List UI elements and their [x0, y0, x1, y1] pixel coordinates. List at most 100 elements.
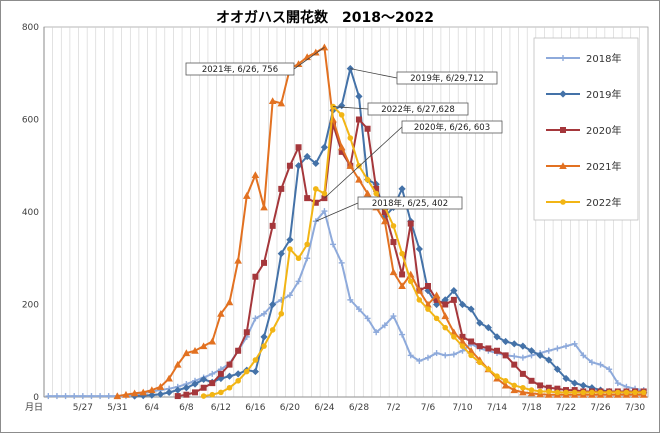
data-point-2020: [494, 347, 500, 354]
data-point-2021: [139, 388, 148, 396]
x-tick-label: 7/30: [625, 403, 645, 413]
annotation-box: [401, 120, 503, 134]
data-point-2021: [441, 312, 450, 320]
data-point-2022: [511, 382, 518, 389]
data-point-2021: [122, 390, 130, 398]
data-point-2020: [269, 222, 276, 229]
data-point-2022: [243, 368, 250, 375]
annotation-text: 2018年, 6/25, 402: [372, 198, 448, 209]
data-point-2022: [416, 297, 423, 303]
x-tick-label: 6/4: [145, 403, 160, 413]
annotation-text: 2021年, 6/26, 756: [202, 64, 278, 75]
data-point-2021: [294, 60, 303, 67]
data-point-2022: [485, 366, 492, 373]
data-point-2022: [321, 190, 328, 197]
legend-swatch-marker: [559, 162, 567, 169]
data-point-2020: [355, 116, 362, 123]
data-point-2020: [364, 125, 371, 132]
data-point-2020: [200, 384, 207, 391]
data-point-2020: [295, 144, 302, 151]
data-point-2019: [398, 185, 406, 193]
data-point-2021: [251, 171, 260, 178]
data-point-2018: [364, 315, 371, 322]
data-point-2019: [493, 333, 501, 341]
data-point-2022: [537, 388, 543, 395]
data-point-2020: [338, 148, 345, 155]
data-point-2020: [554, 385, 561, 392]
data-point-2020: [243, 329, 250, 336]
x-tick-label: 7/6: [421, 403, 436, 413]
data-point-2018: [433, 350, 440, 357]
data-point-2019: [502, 337, 510, 346]
data-point-2021: [165, 374, 173, 382]
data-point-2021: [225, 298, 234, 306]
data-point-2019: [260, 333, 268, 341]
data-point-2022: [226, 384, 233, 391]
data-point-2018: [580, 352, 587, 359]
series-layer: [45, 43, 648, 400]
y-tick-label: 800: [22, 23, 39, 33]
data-point-2020: [485, 345, 492, 352]
data-point-2019: [519, 342, 527, 350]
data-point-2018: [545, 347, 552, 354]
data-point-2021: [337, 143, 346, 151]
annotation-box: [185, 62, 295, 76]
data-point-2018: [511, 353, 518, 360]
data-point-2021: [130, 389, 139, 397]
data-point-2018: [355, 306, 362, 313]
data-point-2022: [468, 352, 474, 359]
data-point-2021: [191, 346, 199, 354]
data-point-2020: [304, 195, 311, 202]
data-point-2018: [252, 315, 259, 322]
data-point-2018: [588, 359, 595, 366]
data-point-2019: [484, 324, 492, 332]
data-point-2019: [303, 152, 311, 161]
annotation-leader: [315, 202, 359, 222]
data-point-2019: [545, 356, 553, 364]
data-point-2022: [476, 359, 483, 366]
x-tick-label: 6/16: [245, 403, 265, 413]
legend-swatch-marker: [560, 199, 566, 205]
data-point-2021: [217, 309, 225, 317]
series-2022: [200, 103, 647, 399]
x-tick-label: 7/22: [556, 403, 576, 413]
legend-label: 2020年: [586, 124, 621, 137]
x-tick-label: 7/14: [487, 403, 507, 413]
data-point-2021: [527, 389, 536, 397]
data-point-2019: [476, 319, 484, 327]
x-tick-label: 6/12: [211, 403, 231, 413]
data-point-2021: [242, 192, 251, 199]
data-point-2019: [571, 379, 579, 387]
data-point-2018: [62, 393, 69, 400]
data-point-2019: [450, 287, 458, 295]
data-point-2019: [294, 162, 303, 170]
data-point-2022: [571, 389, 578, 396]
data-point-2020: [476, 343, 483, 350]
data-point-2022: [563, 389, 569, 396]
data-point-2022: [459, 343, 466, 349]
data-point-2020: [261, 259, 268, 266]
data-point-2020: [217, 370, 224, 377]
data-point-2022: [502, 378, 509, 384]
data-point-2020: [407, 220, 414, 227]
data-point-2022: [364, 176, 371, 183]
data-point-2021: [398, 282, 406, 289]
data-point-2022: [313, 186, 319, 192]
data-point-2021: [173, 360, 182, 368]
data-point-2020: [468, 338, 475, 345]
data-point-2018: [407, 352, 414, 359]
data-point-2022: [347, 135, 354, 141]
data-point-2019: [251, 367, 259, 376]
data-point-2018: [347, 296, 354, 303]
data-point-2019: [312, 159, 320, 168]
annotations-layer: 2021年, 6/26, 756 2019年, 6/29,712 2022年, 6/…: [185, 47, 503, 222]
data-point-2022: [580, 389, 587, 396]
y-tick-label: 0: [33, 393, 39, 403]
annotation-text: 2019年, 6/29,712: [410, 73, 484, 84]
legend-label: 2019年: [586, 88, 621, 101]
data-point-2022: [200, 393, 207, 399]
annotation-text: 2022年, 6/27,628: [381, 104, 455, 115]
x-tick-label: 5/27: [73, 403, 93, 413]
data-point-2018: [261, 310, 268, 317]
data-point-2022: [390, 223, 397, 229]
